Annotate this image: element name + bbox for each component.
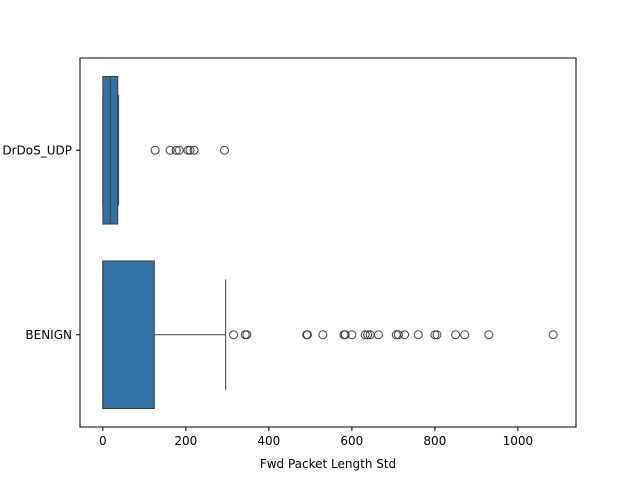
- drdos-udp-outlier-point: [171, 145, 181, 155]
- drdos-udp-outlier-point: [183, 145, 193, 155]
- box-layer: [102, 75, 227, 410]
- drdos-udp-outlier-point: [174, 145, 184, 155]
- drdos-udp-outlier-point: [189, 145, 199, 155]
- benign-outlier-point: [460, 330, 470, 340]
- x-tick-label: 0: [99, 434, 107, 448]
- drdos-udp-outlier-point: [185, 145, 195, 155]
- drdos-udp-outlier-point: [150, 145, 160, 155]
- x-tick-label: 400: [257, 434, 280, 448]
- y-tick-label: DrDoS_UDP: [2, 143, 72, 157]
- benign-outlier-point: [229, 330, 239, 340]
- benign-outlier-point: [484, 330, 494, 340]
- benign-outlier-point: [451, 330, 461, 340]
- benign-outlier-point: [373, 330, 383, 340]
- benign-outlier-point: [340, 330, 350, 340]
- y-tick-label: BENIGN: [25, 328, 72, 342]
- x-axis-label: Fwd Packet Length Std: [260, 457, 396, 471]
- drdos-udp-outlier-point: [165, 145, 175, 155]
- benign-outlier-point: [363, 330, 373, 340]
- benign-outlier-point: [302, 330, 312, 340]
- benign-outlier-point: [413, 330, 423, 340]
- benign-outlier-point: [430, 330, 440, 340]
- y-axis-ticks: DrDoS_UDP BENIGN: [2, 143, 80, 342]
- benign-outlier-point: [548, 330, 558, 340]
- benign-outlier-point: [318, 330, 328, 340]
- x-axis-ticks: 0 200 400 600 800 1000: [99, 427, 533, 448]
- x-tick-label: 800: [423, 434, 446, 448]
- benign-box: [102, 260, 155, 410]
- x-tick-label: 600: [340, 434, 363, 448]
- benign-outlier-point: [432, 330, 442, 340]
- outlier-layer: [150, 145, 558, 340]
- plot-frame: [79, 57, 577, 428]
- benign-outlier-point: [242, 330, 252, 340]
- x-tick-label: 1000: [503, 434, 534, 448]
- benign-outlier-point: [391, 330, 401, 340]
- x-tick-label: 200: [174, 434, 197, 448]
- benign-outlier-point: [393, 330, 403, 340]
- drdos-udp-outlier-point: [219, 145, 229, 155]
- benign-outlier-point: [360, 330, 370, 340]
- benign-outlier-point: [347, 330, 357, 340]
- benign-outlier-point: [400, 330, 410, 340]
